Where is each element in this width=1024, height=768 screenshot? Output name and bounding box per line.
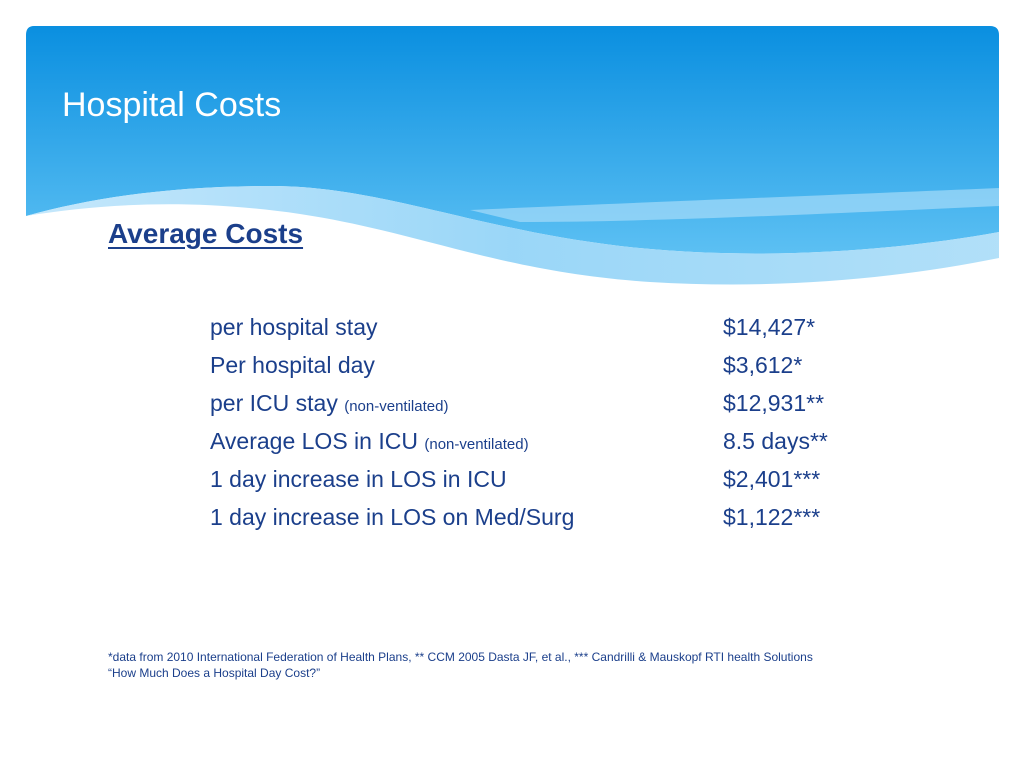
wave-highlight [470,188,999,222]
cost-row: Average LOS in ICU (non-ventilated) 8.5 … [210,425,910,463]
cost-note: (non-ventilated) [424,436,529,453]
cost-label: 1 day increase in LOS in ICU [210,466,507,492]
cost-label: Per hospital day [210,352,375,378]
header-banner [26,26,999,285]
cost-list: per hospital stay $14,427* Per hospital … [210,311,910,539]
cost-row: 1 day increase in LOS in ICU $2,401*** [210,463,910,501]
cost-row: 1 day increase in LOS on Med/Surg $1,122… [210,501,910,539]
cost-value: $12,931** [723,390,825,416]
cost-value: $1,122*** [723,504,821,530]
footnote-line: *data from 2010 International Federation… [108,650,813,664]
source-footnote: *data from 2010 International Federation… [108,649,928,681]
banner-shape [26,26,999,254]
footnote-line: “How Much Does a Hospital Day Cost?” [108,666,321,680]
cost-row: per hospital stay $14,427* [210,311,910,349]
cost-row: Per hospital day $3,612* [210,349,910,387]
cost-value: $3,612* [723,352,803,378]
cost-value: 8.5 days** [723,428,828,454]
slide-title: Hospital Costs [62,86,282,124]
cost-value: $2,401*** [723,466,821,492]
cost-label: per ICU stay (non-ventilated) [210,390,449,416]
section-heading: Average Costs [108,218,304,249]
wave-band [26,186,999,285]
cost-row: per ICU stay (non-ventilated) $12,931** [210,387,910,425]
cost-note: (non-ventilated) [344,398,449,415]
cost-value: $14,427* [723,314,816,340]
cost-label: Average LOS in ICU (non-ventilated) [210,428,529,454]
cost-label: per hospital stay [210,314,378,340]
cost-label: 1 day increase in LOS on Med/Surg [210,504,575,530]
